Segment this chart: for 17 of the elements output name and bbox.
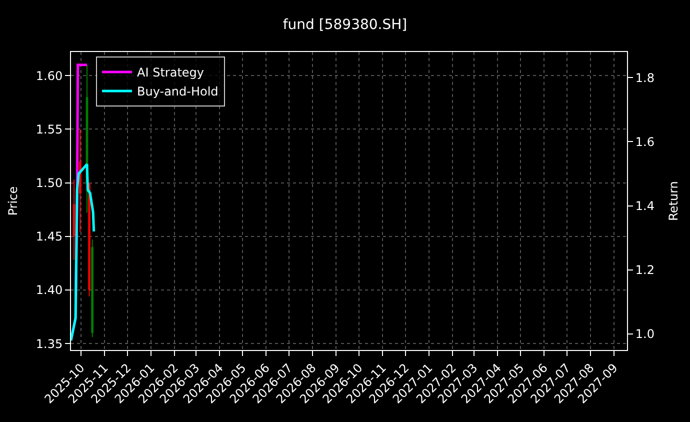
- y2-tick-label: 1.6: [635, 134, 654, 149]
- y-tick-label: 1.45: [36, 230, 63, 244]
- chart-title: fund [589380.SH]: [282, 16, 408, 33]
- y-tick-label: 1.55: [36, 122, 63, 136]
- legend-label: Buy-and-Hold: [137, 84, 218, 99]
- y2-tick-label: 1.8: [635, 70, 654, 85]
- legend-label: AI Strategy: [137, 66, 204, 80]
- y-axis-title: Price: [6, 186, 20, 216]
- y2-axis-title: Return: [666, 181, 680, 221]
- y-tick-label: 1.60: [36, 68, 63, 83]
- y-tick-label: 1.50: [36, 176, 63, 190]
- line-series: [71, 162, 96, 342]
- y2-tick-label: 1.2: [635, 263, 654, 278]
- y-tick-label: 1.35: [36, 336, 63, 351]
- y2-tick-label: 1.0: [635, 327, 654, 342]
- y-tick-label: 1.40: [36, 283, 63, 298]
- y2-tick-label: 1.4: [635, 199, 654, 214]
